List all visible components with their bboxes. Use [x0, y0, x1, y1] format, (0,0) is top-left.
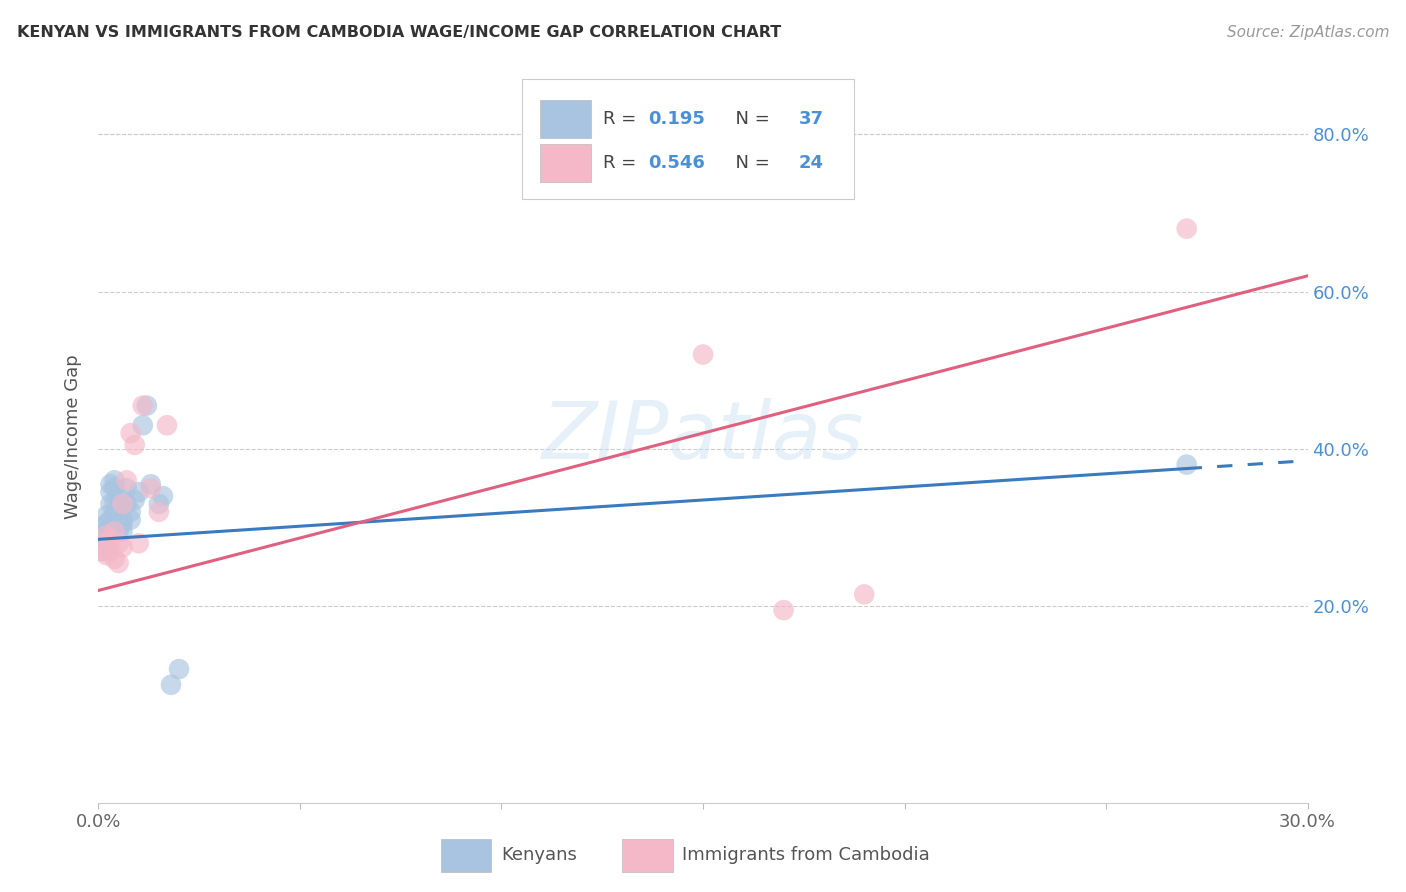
Point: [103, 473, 125, 487]
Point: [103, 505, 125, 519]
Point: [100, 497, 122, 511]
Point: [772, 603, 794, 617]
Text: 0.195: 0.195: [648, 110, 706, 128]
Point: [96, 528, 118, 542]
Point: [96, 524, 118, 539]
Point: [139, 481, 162, 495]
Text: N =: N =: [724, 110, 775, 128]
Point: [160, 678, 183, 692]
Text: KENYAN VS IMMIGRANTS FROM CAMBODIA WAGE/INCOME GAP CORRELATION CHART: KENYAN VS IMMIGRANTS FROM CAMBODIA WAGE/…: [17, 25, 782, 40]
Point: [100, 544, 122, 558]
Point: [120, 505, 142, 519]
Point: [96, 548, 118, 562]
Point: [115, 473, 138, 487]
Point: [111, 516, 134, 531]
Text: Immigrants from Cambodia: Immigrants from Cambodia: [682, 847, 931, 864]
Point: [91, 544, 114, 558]
Text: 37: 37: [799, 110, 824, 128]
Point: [103, 552, 125, 566]
Text: R =: R =: [603, 153, 641, 172]
Point: [128, 536, 150, 550]
Point: [1175, 221, 1198, 235]
Text: R =: R =: [603, 110, 641, 128]
Text: N =: N =: [724, 153, 775, 172]
Point: [96, 516, 118, 531]
Point: [107, 556, 129, 570]
Point: [111, 497, 134, 511]
Point: [139, 477, 162, 491]
Text: 0.546: 0.546: [648, 153, 706, 172]
Point: [132, 399, 155, 413]
FancyBboxPatch shape: [440, 839, 492, 871]
Point: [91, 520, 114, 534]
Point: [100, 513, 122, 527]
Point: [103, 524, 125, 539]
Point: [115, 481, 138, 495]
Point: [853, 587, 876, 601]
Point: [107, 524, 129, 539]
Point: [103, 481, 125, 495]
Point: [103, 497, 125, 511]
Point: [132, 418, 155, 433]
Point: [692, 347, 714, 361]
Point: [128, 485, 150, 500]
Point: [124, 493, 146, 508]
Point: [111, 524, 134, 539]
Point: [100, 485, 122, 500]
Point: [148, 497, 170, 511]
Point: [111, 513, 134, 527]
Point: [167, 662, 190, 676]
FancyBboxPatch shape: [540, 144, 591, 182]
Point: [96, 508, 118, 523]
Point: [91, 536, 114, 550]
FancyBboxPatch shape: [540, 100, 591, 138]
Point: [96, 533, 118, 547]
Point: [120, 513, 142, 527]
Point: [115, 497, 138, 511]
Text: Source: ZipAtlas.com: Source: ZipAtlas.com: [1226, 25, 1389, 40]
Text: 24: 24: [799, 153, 824, 172]
Text: ZIPatlas: ZIPatlas: [541, 398, 865, 476]
Point: [96, 540, 118, 554]
Text: Kenyans: Kenyans: [501, 847, 576, 864]
Point: [100, 477, 122, 491]
Point: [91, 528, 114, 542]
FancyBboxPatch shape: [621, 839, 672, 871]
Point: [91, 544, 114, 558]
Point: [107, 536, 129, 550]
Point: [120, 426, 142, 441]
Point: [91, 536, 114, 550]
Point: [107, 500, 129, 515]
Point: [148, 505, 170, 519]
Point: [111, 540, 134, 554]
Point: [1175, 458, 1198, 472]
Point: [100, 533, 122, 547]
Point: [156, 418, 179, 433]
Point: [107, 489, 129, 503]
Y-axis label: Wage/Income Gap: Wage/Income Gap: [65, 355, 83, 519]
Point: [124, 438, 146, 452]
Point: [152, 489, 174, 503]
FancyBboxPatch shape: [522, 78, 855, 200]
Point: [135, 399, 157, 413]
